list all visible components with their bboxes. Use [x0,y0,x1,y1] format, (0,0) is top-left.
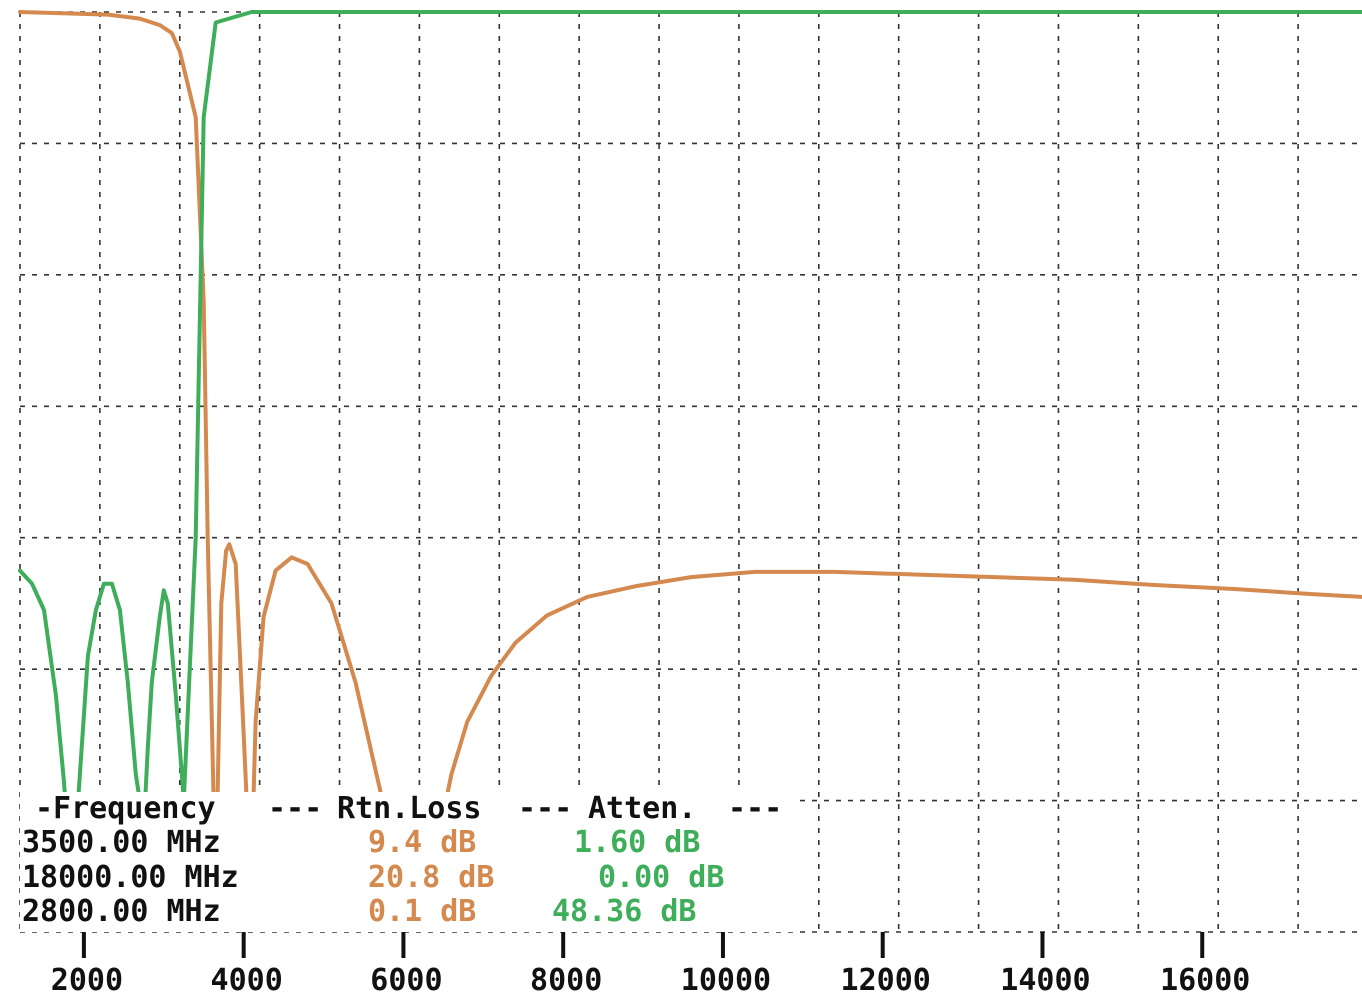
readout-backdrop [20,792,795,932]
readout-row2-frequency: 18000.00 MHz [22,860,239,895]
readout-row1-rtn-loss: 9.4 dB [368,825,476,860]
x-tick-label: 14000 [1000,963,1090,998]
readout-row3-rtn-loss: 0.1 dB [368,894,476,929]
x-tick-label: 10000 [681,963,771,998]
x-axis: 2000 4000 6000 8000 10000 12000 14000 16000 [51,932,1250,998]
x-tick-label: 6000 [370,963,442,998]
readout-header-frequency: -Frequency [35,791,216,826]
readout-header-sep2: --- [518,791,572,826]
readout-panel: -Frequency --- Rtn.Loss --- Atten. --- 3… [22,791,782,929]
readout-header-atten: Atten. [588,791,696,826]
readout-row2-atten: 0.00 dB [598,860,724,895]
readout-row3-atten: 48.36 dB [552,894,697,929]
readout-row1-atten: 1.60 dB [574,825,700,860]
readout-header-sep3: --- [728,791,782,826]
readout-row2-rtn-loss: 20.8 dB [368,860,494,895]
x-tick-label: 16000 [1160,963,1250,998]
x-tick-label: 2000 [51,963,123,998]
readout-header-sep1: --- [268,791,322,826]
x-tick-label: 4000 [211,963,283,998]
series-line-rtn-loss [18,10,1362,895]
readout-header-rtn-loss: Rtn.Loss [337,791,482,826]
x-tick-label: 8000 [530,963,602,998]
readout-row1-frequency: 3500.00 MHz [22,825,221,860]
x-tick-label: 12000 [841,963,931,998]
readout-row3-frequency: 2800.00 MHz [22,894,221,929]
